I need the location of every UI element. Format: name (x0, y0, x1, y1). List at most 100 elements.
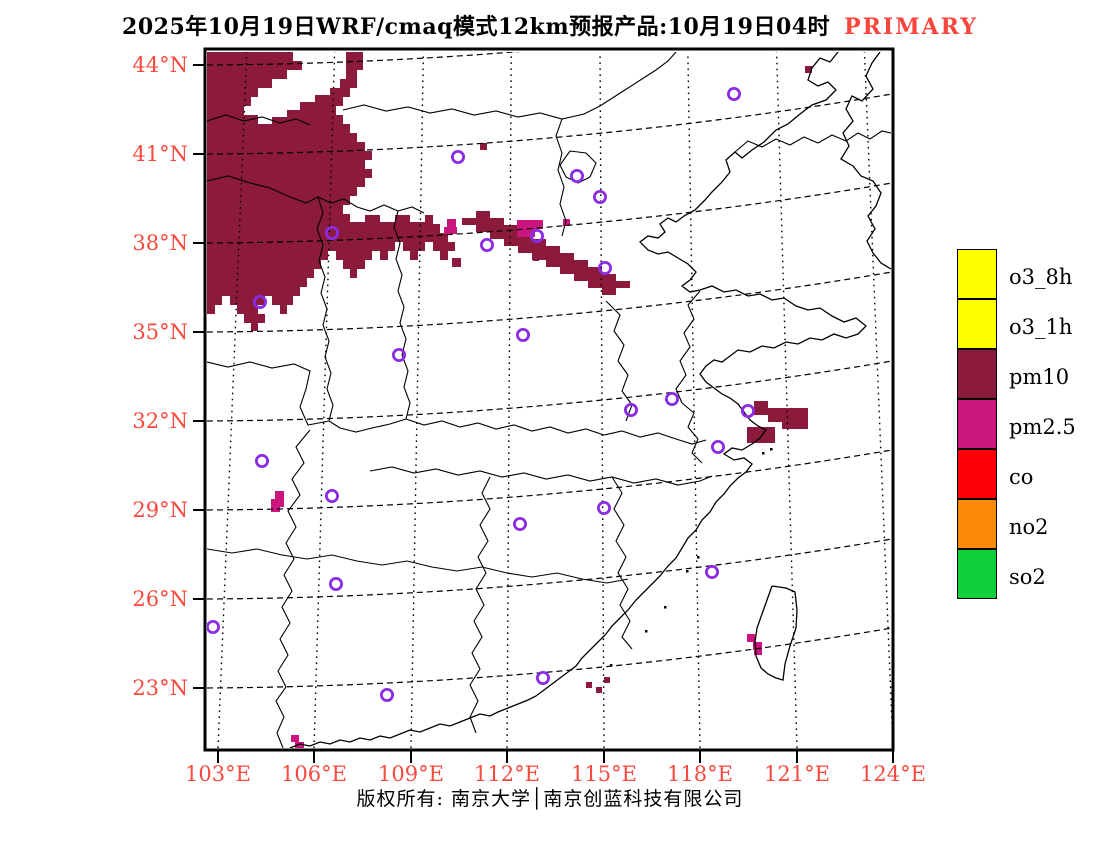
province-border (605, 300, 633, 422)
legend-swatch-pm2.5 (957, 399, 997, 449)
longitude-gridline (506, 52, 512, 748)
city-marker (665, 391, 680, 406)
city-marker (391, 347, 406, 362)
pm25-cell (517, 229, 535, 237)
city-marker (741, 403, 756, 418)
map-interior (207, 52, 892, 748)
legend-item: o3_8h (957, 249, 1100, 300)
lon-axis-label: 121°E (764, 762, 830, 786)
lat-axis-label: 26°N (132, 587, 188, 611)
city-marker (536, 671, 551, 686)
title-text: 2025年10月19日WRF/cmaq模式12km预报产品:10月19日04时 (122, 14, 831, 40)
city-marker (479, 237, 494, 252)
city-marker (513, 517, 528, 532)
province-border (559, 150, 597, 184)
legend-label: pm10 (1009, 365, 1070, 389)
lon-axis-label: 112°E (474, 762, 540, 786)
pm10-region (754, 401, 808, 429)
longitude-gridline (863, 52, 892, 741)
legend-item: so2 (957, 549, 1100, 600)
lon-axis-label: 103°E (185, 762, 251, 786)
island-dot (770, 448, 773, 451)
city-marker (597, 500, 612, 515)
latitude-gridline (207, 449, 892, 511)
lat-axis-label: 38°N (132, 231, 188, 255)
legend-item: pm10 (957, 349, 1100, 400)
island-dot (664, 606, 667, 609)
province-border (339, 418, 407, 433)
pm25-cell (747, 634, 755, 642)
pm10-cell (586, 682, 592, 688)
legend-item: no2 (957, 499, 1100, 550)
lat-axis-label: 44°N (132, 53, 188, 77)
legend-label: no2 (1009, 515, 1049, 539)
latitude-gridline (207, 52, 521, 66)
lon-axis-label: 124°E (860, 762, 926, 786)
province-border (316, 196, 341, 429)
pm25-cell (517, 220, 543, 229)
legend-swatch-co (957, 449, 997, 499)
pm25-cell (753, 642, 762, 650)
pm25-cell (275, 491, 284, 499)
province-border (555, 118, 567, 237)
lat-axis-label: 41°N (132, 142, 188, 166)
island-dot (697, 556, 700, 559)
legend-label: o3_1h (1009, 315, 1073, 339)
city-marker (705, 565, 720, 580)
map-frame (203, 47, 895, 752)
longitude-gridline (313, 52, 336, 748)
province-border (469, 476, 491, 734)
pm10-region-layer (207, 52, 812, 693)
latitude-gridline (207, 93, 892, 155)
province-border (207, 114, 311, 126)
longitude-gridline (687, 52, 701, 748)
pollutant-legend: o3_8h o3_1h pm10 pm2.5 co no2 so2 (957, 249, 1100, 600)
pm10-cell (533, 255, 539, 261)
pm10-cell (596, 687, 602, 693)
pm10-cell (604, 677, 610, 683)
latitude-gridline (207, 182, 892, 244)
legend-swatch-no2 (957, 499, 997, 549)
city-marker (624, 402, 639, 417)
legend-swatch-so2 (957, 549, 997, 599)
island-dot (645, 630, 648, 633)
city-marker (516, 327, 531, 342)
province-border (207, 175, 425, 214)
pm25-cell (291, 735, 299, 742)
city-marker (711, 439, 726, 454)
lat-axis-label: 23°N (132, 676, 188, 700)
latitude-gridline (207, 627, 892, 689)
province-border (681, 402, 703, 464)
city-marker (252, 294, 267, 309)
lon-axis-label: 115°E (571, 762, 637, 786)
longitude-gridline (599, 52, 605, 748)
city-marker (379, 688, 394, 703)
province-border (369, 466, 713, 486)
pm25-cell (447, 219, 456, 227)
axis-layer: 44°N 41°N 38°N 35°N 32°N 29°N 26°N 23°N 103°E 106… (132, 53, 926, 786)
pm10-cell (480, 143, 487, 150)
pm10-region (207, 52, 455, 331)
lon-axis-label: 118°E (667, 762, 733, 786)
coastline (289, 52, 867, 748)
province-border (207, 548, 629, 584)
province-border (342, 52, 677, 120)
lat-axis-label: 35°N (132, 320, 188, 344)
city-marker (593, 189, 608, 204)
pm25-cell (754, 650, 762, 655)
city-marker (324, 488, 339, 503)
pm10-cell (452, 258, 461, 267)
pm25-cell (444, 227, 457, 234)
pm25-region-layer (271, 219, 762, 748)
pm10-cell (805, 66, 812, 73)
latitude-gridline (207, 360, 892, 422)
coastline (754, 585, 798, 681)
pm25-cell (271, 499, 284, 507)
page-title: 2025年10月19日WRF/cmaq模式12km预报产品:10月19日04时 P… (0, 9, 1100, 41)
legend-label: co (1009, 465, 1034, 489)
province-border (405, 418, 707, 445)
copyright-text: 版权所有: 南京大学│南京创蓝科技有限公司 (356, 788, 744, 810)
province-border (734, 130, 892, 153)
